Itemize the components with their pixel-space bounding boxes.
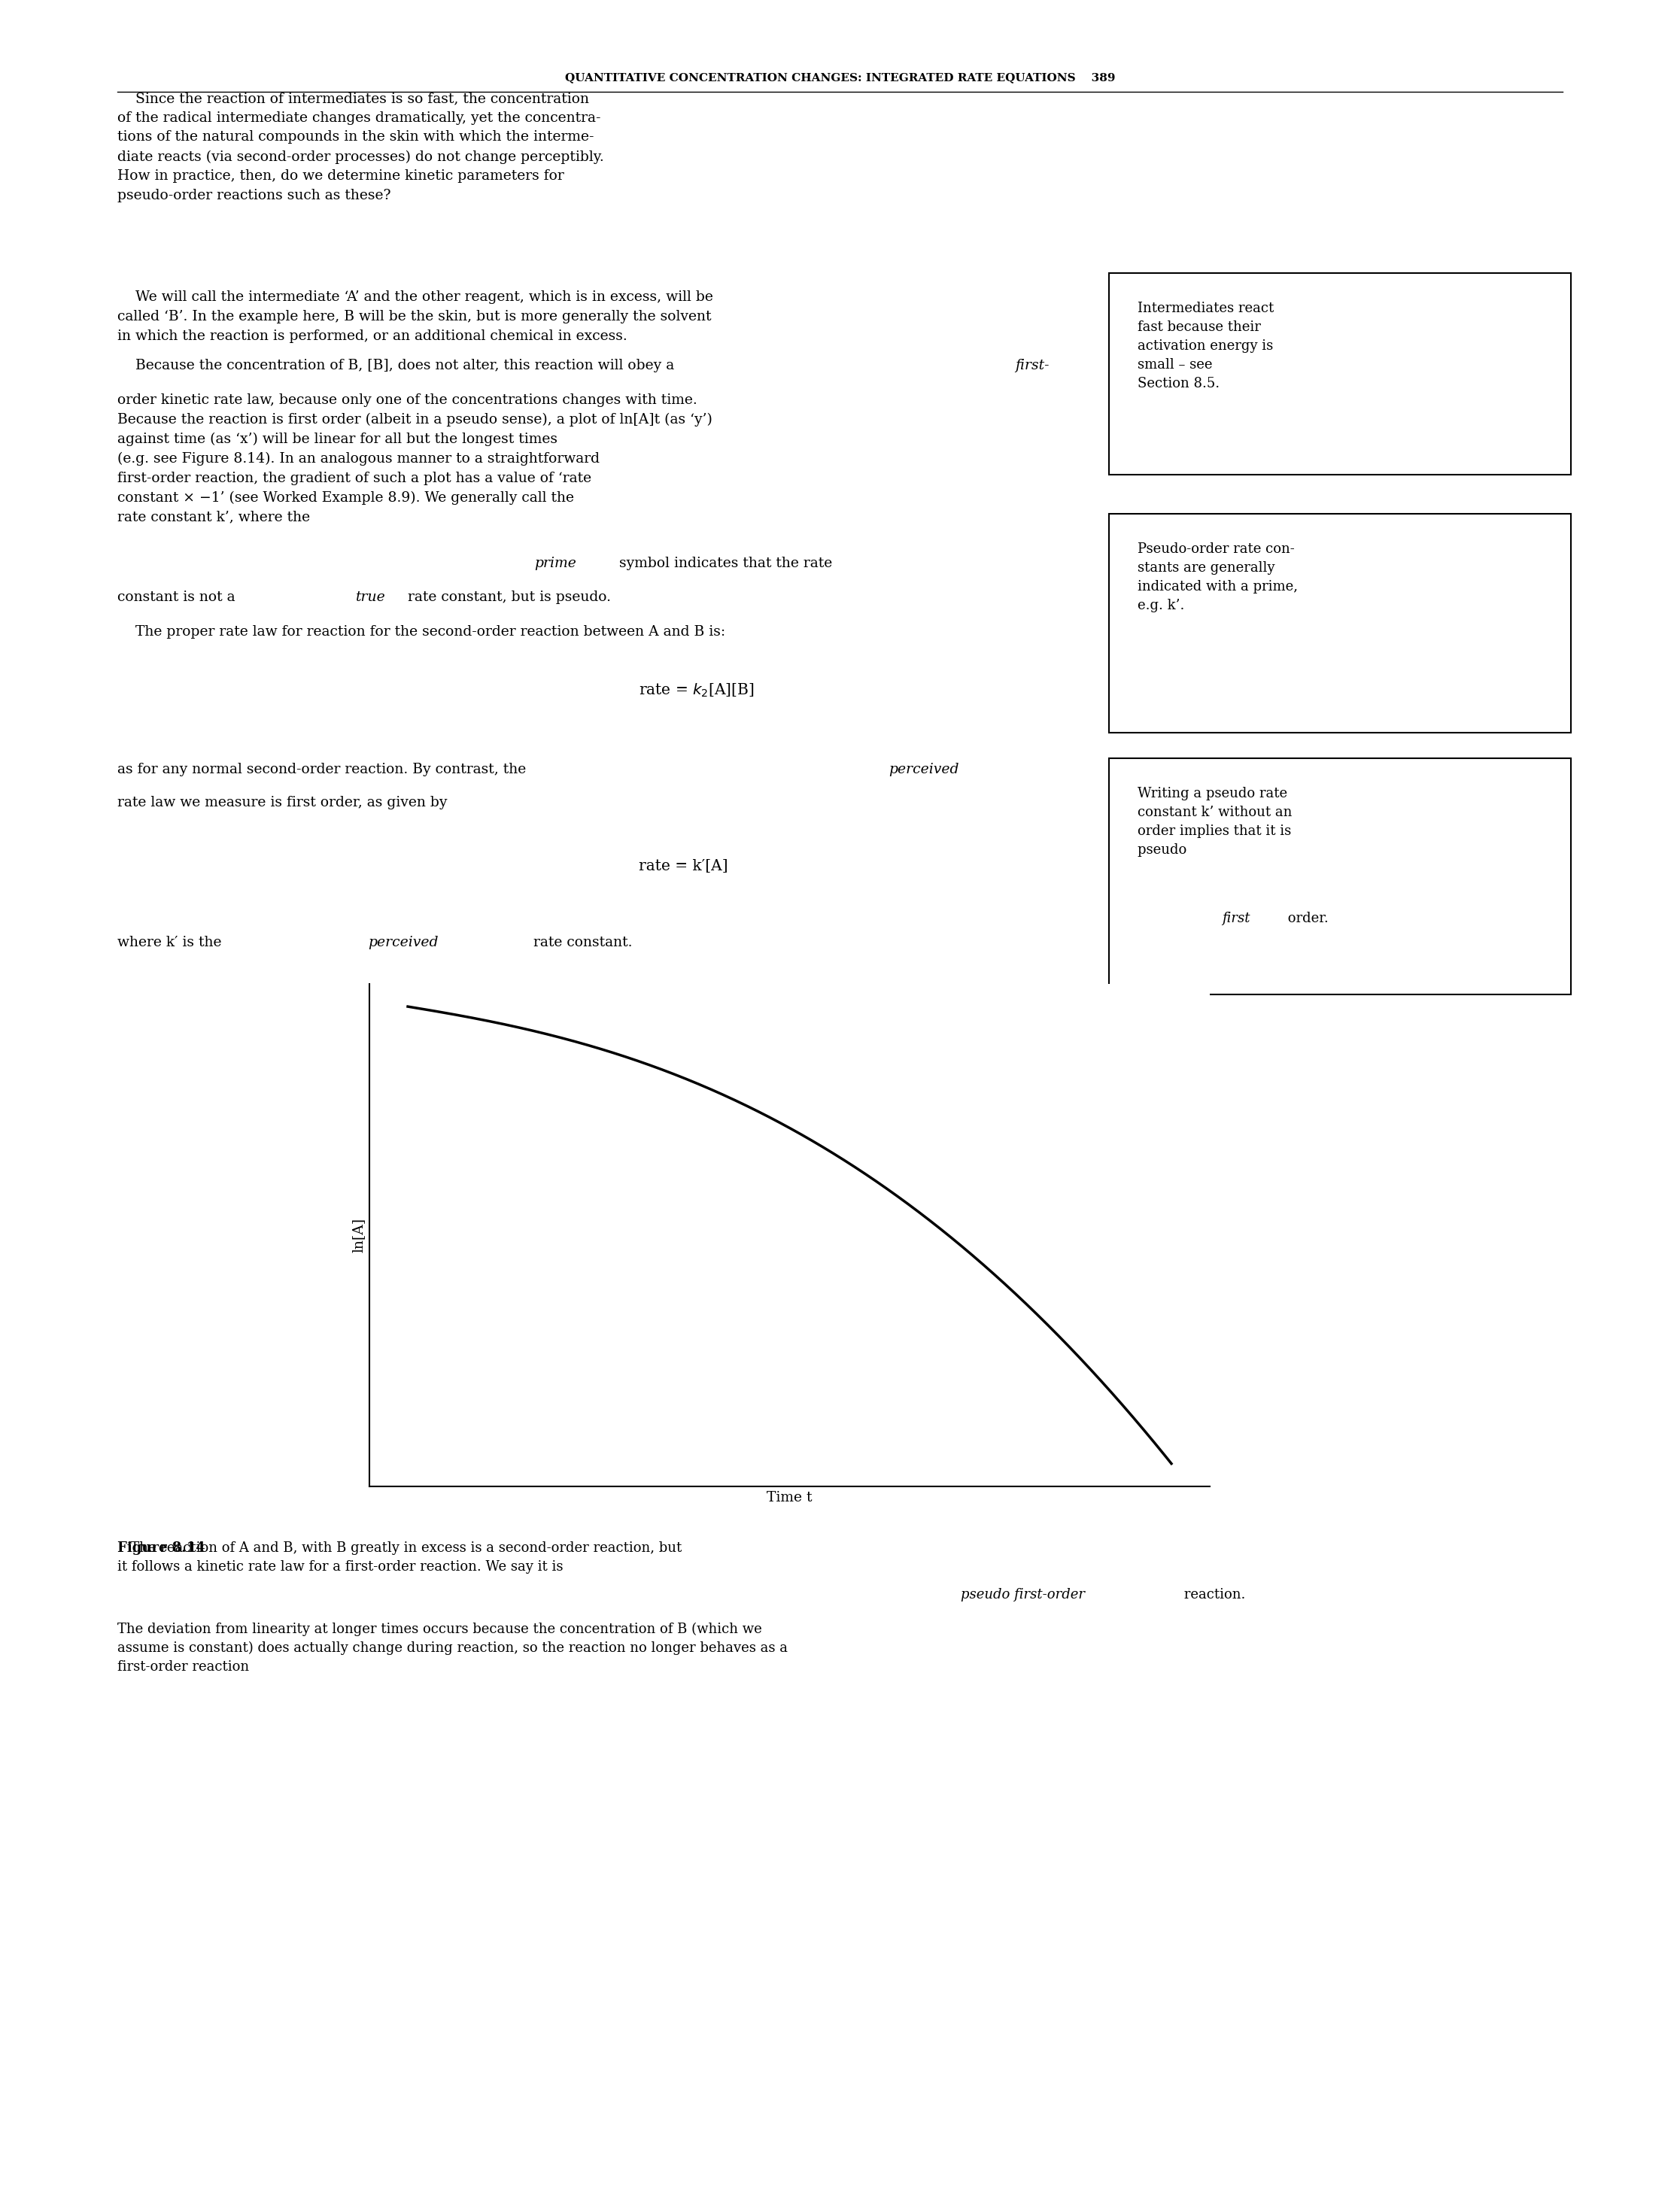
Text: We will call the intermediate ‘A’ and the other reagent, which is in excess, wil: We will call the intermediate ‘A’ and th… [118, 291, 714, 343]
Text: Figure 8.14: Figure 8.14 [118, 1541, 205, 1554]
Text: rate constant, but is pseudo.: rate constant, but is pseudo. [403, 590, 612, 603]
Text: as for any normal second-order reaction. By contrast, the: as for any normal second-order reaction.… [118, 763, 531, 776]
Text: Intermediates react
fast because their
activation energy is
small – see
Section : Intermediates react fast because their a… [1137, 302, 1273, 391]
Y-axis label: ln[A]: ln[A] [351, 1218, 366, 1253]
Text: true: true [356, 590, 386, 603]
Text: perceived: perceived [889, 763, 959, 776]
Text: perceived: perceived [368, 936, 438, 949]
FancyBboxPatch shape [1109, 273, 1571, 474]
Text: rate law we measure is first order, as given by: rate law we measure is first order, as g… [118, 796, 447, 809]
Text: The deviation from linearity at longer times occurs because the concentration of: The deviation from linearity at longer t… [118, 1622, 788, 1674]
Text: The proper rate law for reaction for the second-order reaction between A and B i: The proper rate law for reaction for the… [118, 625, 726, 638]
Text: The reaction of A and B, with B greatly in excess is a second-order reaction, bu: The reaction of A and B, with B greatly … [118, 1541, 682, 1574]
Text: Since the reaction of intermediates is so fast, the concentration
of the radical: Since the reaction of intermediates is s… [118, 92, 605, 203]
Text: rate constant.: rate constant. [529, 936, 633, 949]
X-axis label: Time t: Time t [766, 1491, 813, 1504]
FancyBboxPatch shape [1109, 514, 1571, 732]
Text: (8.35): (8.35) [1243, 859, 1285, 872]
Text: rate = k′[A]: rate = k′[A] [638, 859, 727, 874]
Text: symbol indicates that the rate: symbol indicates that the rate [615, 555, 833, 571]
Text: order kinetic rate law, because only one of the concentrations changes with time: order kinetic rate law, because only one… [118, 393, 712, 525]
Text: Writing a pseudo rate
constant k’ without an
order implies that it is
pseudo: Writing a pseudo rate constant k’ withou… [1137, 787, 1292, 857]
Text: reaction.: reaction. [1179, 1587, 1245, 1602]
Text: (8.34): (8.34) [1243, 682, 1285, 695]
Text: constant is not a: constant is not a [118, 590, 240, 603]
Text: first-: first- [1015, 359, 1048, 372]
FancyBboxPatch shape [1109, 759, 1571, 995]
Text: where k′ is the: where k′ is the [118, 936, 227, 949]
Text: QUANTITATIVE CONCENTRATION CHANGES: INTEGRATED RATE EQUATIONS    389: QUANTITATIVE CONCENTRATION CHANGES: INTE… [564, 72, 1116, 83]
Text: Because the concentration of B, [B], does not alter, this reaction will obey a: Because the concentration of B, [B], doe… [118, 359, 679, 372]
Text: prime: prime [534, 555, 576, 571]
Text: Pseudo-order rate con-
stants are generally
indicated with a prime,
e.g. k’.: Pseudo-order rate con- stants are genera… [1137, 542, 1297, 612]
Text: first: first [1223, 912, 1250, 925]
Text: rate = $k_2$[A][B]: rate = $k_2$[A][B] [638, 682, 754, 700]
Text: order.: order. [1284, 912, 1329, 925]
Text: pseudo first-order: pseudo first-order [961, 1587, 1085, 1602]
